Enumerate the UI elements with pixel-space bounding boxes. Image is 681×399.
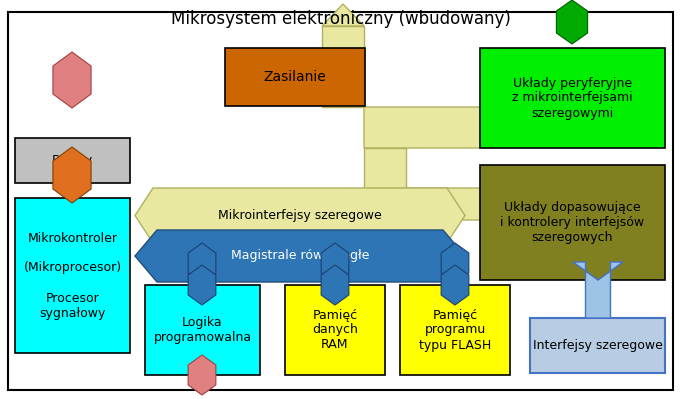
Text: Mikrointerfejsy szeregowe: Mikrointerfejsy szeregowe bbox=[218, 209, 382, 222]
Text: Układy dopasowujące
i kontrolery interfejsów
szeregowych: Układy dopasowujące i kontrolery interfe… bbox=[501, 201, 644, 244]
Bar bbox=[145, 285, 260, 375]
Polygon shape bbox=[135, 188, 465, 243]
Polygon shape bbox=[556, 0, 588, 44]
Polygon shape bbox=[188, 355, 216, 395]
Polygon shape bbox=[322, 4, 364, 26]
Text: Mikrosystem elektroniczny (wbudowany): Mikrosystem elektroniczny (wbudowany) bbox=[170, 10, 511, 28]
Bar bbox=[364, 148, 406, 188]
Polygon shape bbox=[364, 188, 500, 220]
Polygon shape bbox=[573, 262, 623, 318]
Polygon shape bbox=[321, 243, 349, 283]
Text: Mikrokontroler

(Mikroprocesor)

Procesor
sygnałowy: Mikrokontroler (Mikroprocesor) Procesor … bbox=[23, 231, 122, 320]
Bar bbox=[530, 318, 665, 373]
Bar bbox=[480, 48, 665, 148]
Polygon shape bbox=[53, 52, 91, 108]
Polygon shape bbox=[321, 265, 349, 305]
Polygon shape bbox=[188, 243, 216, 283]
Text: Logika
programowalna: Logika programowalna bbox=[153, 316, 251, 344]
Text: Magistrale równoległe: Magistrale równoległe bbox=[231, 249, 369, 263]
Polygon shape bbox=[441, 265, 469, 305]
Bar bbox=[400, 285, 510, 375]
Bar bbox=[225, 48, 365, 106]
Bar bbox=[322, 26, 364, 107]
Polygon shape bbox=[135, 230, 465, 282]
Polygon shape bbox=[188, 265, 216, 305]
Text: Bufory: Bufory bbox=[52, 154, 93, 167]
Text: Układy peryferyjne
z mikrointerfejsami
szeregowymi: Układy peryferyjne z mikrointerfejsami s… bbox=[512, 77, 633, 119]
Text: Pamięć
danych
RAM: Pamięć danych RAM bbox=[312, 308, 358, 352]
Bar bbox=[285, 285, 385, 375]
Bar bbox=[15, 138, 130, 183]
Bar bbox=[15, 198, 130, 353]
Text: Zasilanie: Zasilanie bbox=[264, 70, 326, 84]
Text: Interfejsy szeregowe: Interfejsy szeregowe bbox=[533, 339, 663, 352]
Polygon shape bbox=[53, 147, 91, 203]
Polygon shape bbox=[441, 243, 469, 283]
Bar bbox=[480, 165, 665, 280]
Text: Pamięć
programu
typu FLASH: Pamięć programu typu FLASH bbox=[419, 308, 491, 352]
Polygon shape bbox=[364, 107, 500, 148]
